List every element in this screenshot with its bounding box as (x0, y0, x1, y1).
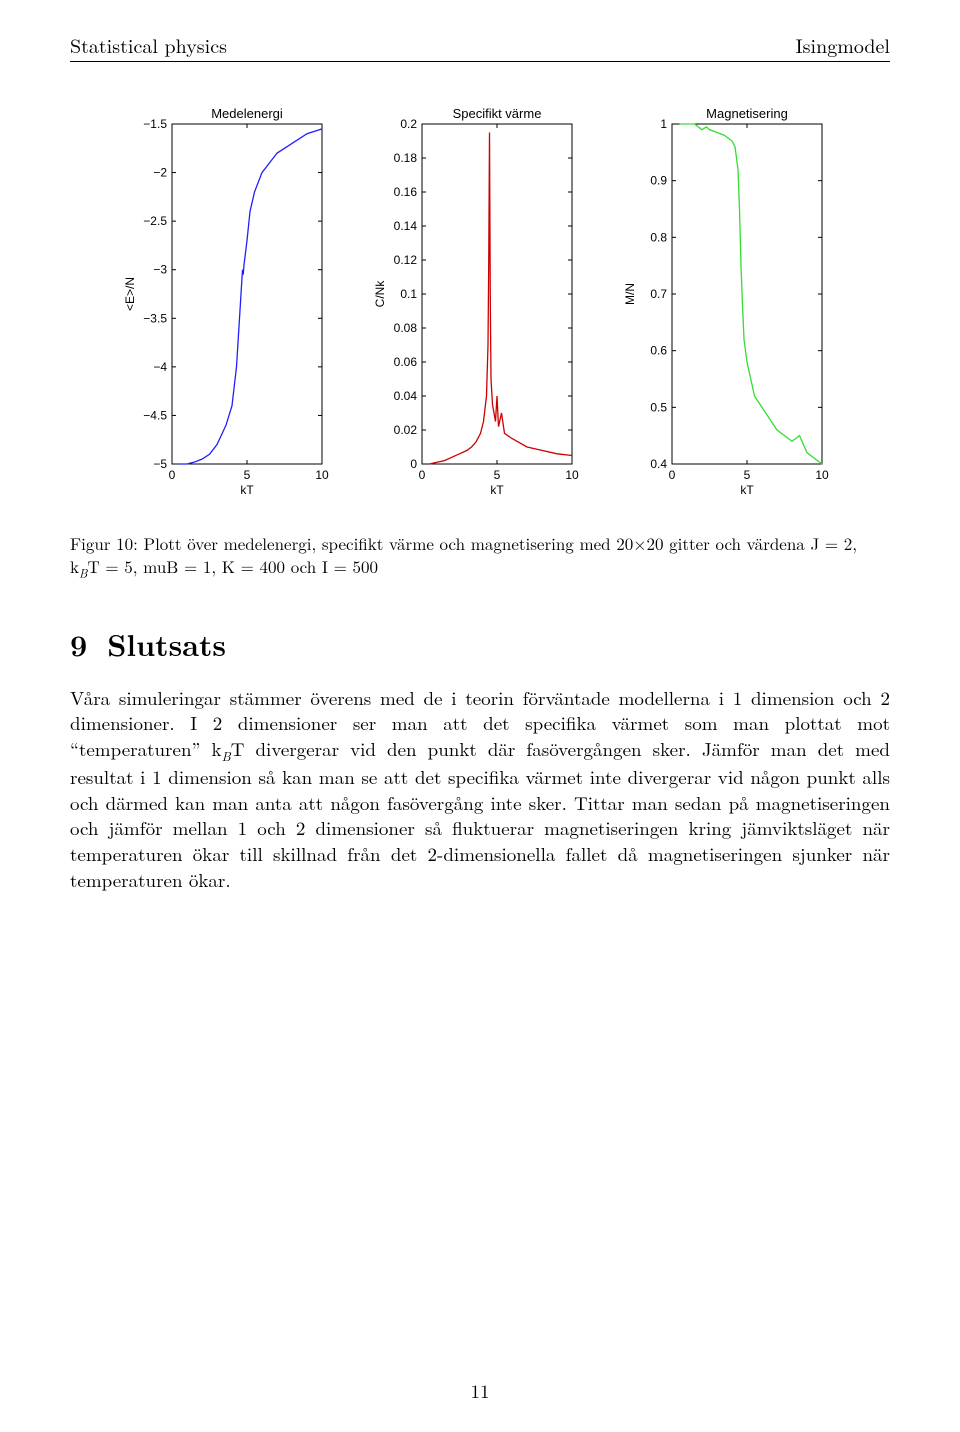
chart-heat: Specifikt värme 0 0.02 0.04 0.06 0.08 0.1 0.12 0… (370, 102, 590, 502)
svg-text:kT: kT (740, 483, 754, 497)
svg-text:−5: −5 (153, 457, 167, 471)
figure-row: Medelenergi−5−4.5−4−3.5−3−2.5−2−1.50510k… (70, 102, 890, 502)
body-paragraph: Våra simuleringar stämmer överens med de… (70, 685, 890, 893)
svg-text:−3: −3 (153, 263, 167, 277)
svg-text:0.6: 0.6 (650, 344, 667, 358)
svg-text:10: 10 (315, 468, 329, 482)
svg-text:<E>/N: <E>/N (123, 277, 137, 311)
svg-text:−3.5: −3.5 (143, 311, 167, 325)
header-right: Isingmodel (795, 30, 890, 59)
svg-text:kT: kT (490, 483, 504, 497)
svg-text:0.2: 0.2 (400, 117, 417, 131)
figure-caption: Figur 10: Plott över medelenergi, specif… (70, 532, 890, 582)
svg-text:0.02: 0.02 (394, 423, 418, 437)
section-title: Slutsats (107, 622, 226, 665)
svg-text:M/N: M/N (623, 283, 637, 305)
svg-text:−2: −2 (153, 166, 167, 180)
svg-text:−2.5: −2.5 (143, 214, 167, 228)
svg-text:0: 0 (169, 468, 176, 482)
svg-text:0.7: 0.7 (650, 287, 667, 301)
svg-text:0.9: 0.9 (650, 174, 667, 188)
svg-text:0.1: 0.1 (400, 287, 417, 301)
svg-text:0.12: 0.12 (394, 253, 418, 267)
svg-text:5: 5 (244, 468, 251, 482)
svg-text:5: 5 (744, 468, 751, 482)
body-p1-sub: B (222, 746, 231, 765)
page-number: 11 (0, 1377, 960, 1404)
svg-text:0: 0 (669, 468, 676, 482)
svg-text:0: 0 (410, 457, 417, 471)
svg-text:−4.5: −4.5 (143, 408, 167, 422)
svg-text:0: 0 (419, 468, 426, 482)
caption-label: Figur 10: (70, 531, 138, 555)
page: Statistical physics Isingmodel Medelener… (0, 0, 960, 1432)
section-heading: 9 Slutsats (70, 622, 890, 665)
header-left: Statistical physics (70, 30, 227, 59)
svg-text:0.8: 0.8 (650, 230, 667, 244)
chart-mag: Magnetisering0.40.50.60.70.80.910510kTM/… (620, 102, 840, 502)
svg-text:−4: −4 (153, 360, 167, 374)
svg-text:0.5: 0.5 (650, 400, 667, 414)
page-header: Statistical physics Isingmodel (70, 30, 890, 62)
svg-text:Specifikt värme: Specifikt värme (453, 106, 542, 121)
svg-text:10: 10 (815, 468, 829, 482)
svg-text:1: 1 (660, 117, 667, 131)
svg-text:−1.5: −1.5 (143, 117, 167, 131)
svg-text:0.06: 0.06 (394, 355, 418, 369)
svg-text:0.14: 0.14 (394, 219, 418, 233)
svg-text:Medelenergi: Medelenergi (211, 106, 283, 121)
svg-text:5: 5 (494, 468, 501, 482)
svg-text:0.04: 0.04 (394, 389, 418, 403)
chart-energy: Medelenergi −5 −4.5 −4 −3.5 −3 −2.5 −2 −1.5 0 5 10 k… (120, 102, 340, 502)
svg-text:C/Nk: C/Nk (373, 280, 387, 308)
section-number: 9 (70, 622, 87, 665)
svg-text:10: 10 (565, 468, 579, 482)
svg-text:0.4: 0.4 (650, 457, 667, 471)
svg-text:Magnetisering: Magnetisering (706, 106, 788, 121)
svg-text:kT: kT (240, 483, 254, 497)
svg-text:0.16: 0.16 (394, 185, 418, 199)
svg-text:0.18: 0.18 (394, 151, 418, 165)
caption-text-b: T = 5, muB = 1, K = 400 och I = 500 (87, 554, 378, 578)
svg-text:0.08: 0.08 (394, 321, 418, 335)
